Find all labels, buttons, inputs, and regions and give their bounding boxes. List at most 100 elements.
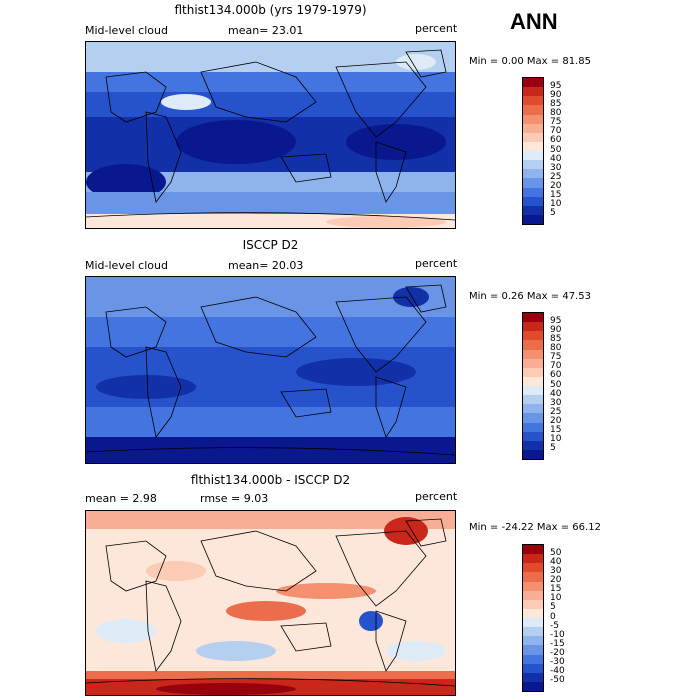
colorbar xyxy=(522,77,544,225)
minmax-label: Min = 0.26 Max = 47.53 xyxy=(469,291,591,302)
colorbar-level-label: 25 xyxy=(550,406,562,417)
mean-label: mean = 2.98 xyxy=(85,492,157,505)
colorbar-level-label: -30 xyxy=(550,657,565,668)
colorbar-segment xyxy=(523,449,543,459)
colorbar-level-label: 85 xyxy=(550,98,562,109)
colorbar-segment xyxy=(523,358,543,368)
map-model xyxy=(85,41,456,229)
colorbar-segment xyxy=(523,663,543,673)
colorbar-segment xyxy=(523,627,543,637)
minmax-label: Min = -24.22 Max = 66.12 xyxy=(469,522,601,533)
map-obs xyxy=(85,276,456,464)
colorbar-level-label: 5 xyxy=(550,602,556,613)
minmax-label: Min = 0.00 Max = 81.85 xyxy=(469,56,591,67)
map-diff xyxy=(85,510,456,696)
colorbar-level-label: 20 xyxy=(550,416,562,426)
colorbar-level-label: 30 xyxy=(550,162,562,173)
colorbar-segment xyxy=(523,196,543,206)
colorbar xyxy=(522,312,544,460)
colorbar-level-label: 15 xyxy=(550,190,562,201)
colorbar-segment xyxy=(523,160,543,170)
units-label: percent xyxy=(415,490,458,503)
colorbar-segment xyxy=(523,413,543,423)
colorbar-level-label: 5 xyxy=(550,208,556,219)
colorbar-segment xyxy=(523,205,543,215)
colorbar-segment xyxy=(523,114,543,124)
colorbar-segment xyxy=(523,376,543,386)
colorbar-level-label: -5 xyxy=(550,620,559,631)
colorbar-level-label: 70 xyxy=(550,361,562,372)
colorbar-level-label: 90 xyxy=(550,324,562,335)
colorbar xyxy=(522,544,544,692)
colorbar-segment xyxy=(523,431,543,441)
colorbar-segment xyxy=(523,151,543,161)
colorbar-level-label: 95 xyxy=(550,315,562,326)
colorbar-level-label: 20 xyxy=(550,181,562,191)
colorbar-level-label: -50 xyxy=(550,675,565,686)
colorbar-segment xyxy=(523,554,543,564)
variable-label: Mid-level cloud xyxy=(85,259,168,272)
colorbar-segment xyxy=(523,672,543,682)
colorbar-segment xyxy=(523,404,543,414)
mean-label: mean= 23.01 xyxy=(228,24,304,37)
colorbar-segment xyxy=(523,545,543,555)
panel-title: ISCCP D2 xyxy=(242,238,299,252)
colorbar-level-label: 75 xyxy=(550,117,562,128)
colorbar-segment xyxy=(523,141,543,151)
colorbar-segment xyxy=(523,572,543,582)
colorbar-segment xyxy=(523,322,543,332)
colorbar-level-label: 40 xyxy=(550,556,562,567)
panel-title: flthist134.000b (yrs 1979-1979) xyxy=(174,3,367,17)
colorbar-segment xyxy=(523,681,543,691)
colorbar-segment xyxy=(523,187,543,197)
colorbar-segment xyxy=(523,169,543,179)
colorbar-level-label: 40 xyxy=(550,153,562,164)
colorbar-segment xyxy=(523,96,543,106)
colorbar-segment xyxy=(523,581,543,591)
colorbar-level-label: 70 xyxy=(550,126,562,137)
colorbar-level-label: 85 xyxy=(550,333,562,344)
colorbar-level-label: 50 xyxy=(550,379,562,390)
colorbar-level-label: 75 xyxy=(550,352,562,363)
colorbar-level-label: 60 xyxy=(550,370,562,381)
colorbar-segment xyxy=(523,313,543,323)
colorbar-segment xyxy=(523,331,543,341)
colorbar-level-label: -20 xyxy=(550,648,565,658)
colorbar-level-label: 15 xyxy=(550,425,562,436)
colorbar-segment xyxy=(523,340,543,350)
colorbar-segment xyxy=(523,132,543,142)
colorbar-segment xyxy=(523,599,543,609)
colorbar-level-label: -40 xyxy=(550,666,565,677)
colorbar-segment xyxy=(523,367,543,377)
colorbar-segment xyxy=(523,608,543,618)
colorbar-segment xyxy=(523,386,543,396)
colorbar-level-label: 10 xyxy=(550,199,562,210)
colorbar-level-label: 80 xyxy=(550,108,562,118)
colorbar-segment xyxy=(523,87,543,97)
colorbar-level-label: 5 xyxy=(550,443,556,454)
colorbar-segment xyxy=(523,645,543,655)
colorbar-level-label: 40 xyxy=(550,388,562,399)
colorbar-level-label: 50 xyxy=(550,144,562,155)
variable-label: Mid-level cloud xyxy=(85,24,168,37)
colorbar-level-label: 20 xyxy=(550,575,562,585)
colorbar-segment xyxy=(523,214,543,224)
colorbar-segment xyxy=(523,123,543,133)
colorbar-level-label: 90 xyxy=(550,89,562,100)
colorbar-segment xyxy=(523,636,543,646)
colorbar-level-label: 60 xyxy=(550,135,562,146)
colorbar-segment xyxy=(523,590,543,600)
colorbar-level-label: 15 xyxy=(550,584,562,595)
colorbar-segment xyxy=(523,618,543,628)
colorbar-level-label: 30 xyxy=(550,397,562,408)
mean-label: mean= 20.03 xyxy=(228,259,304,272)
colorbar-segment xyxy=(523,654,543,664)
colorbar-segment xyxy=(523,78,543,88)
colorbar-segment xyxy=(523,178,543,188)
season-label: ANN xyxy=(510,9,558,34)
colorbar-segment xyxy=(523,422,543,432)
colorbar-level-label: 50 xyxy=(550,547,562,558)
panel-title: flthist134.000b - ISCCP D2 xyxy=(190,473,351,487)
colorbar-level-label: 0 xyxy=(550,611,556,622)
colorbar-level-label: 95 xyxy=(550,80,562,91)
